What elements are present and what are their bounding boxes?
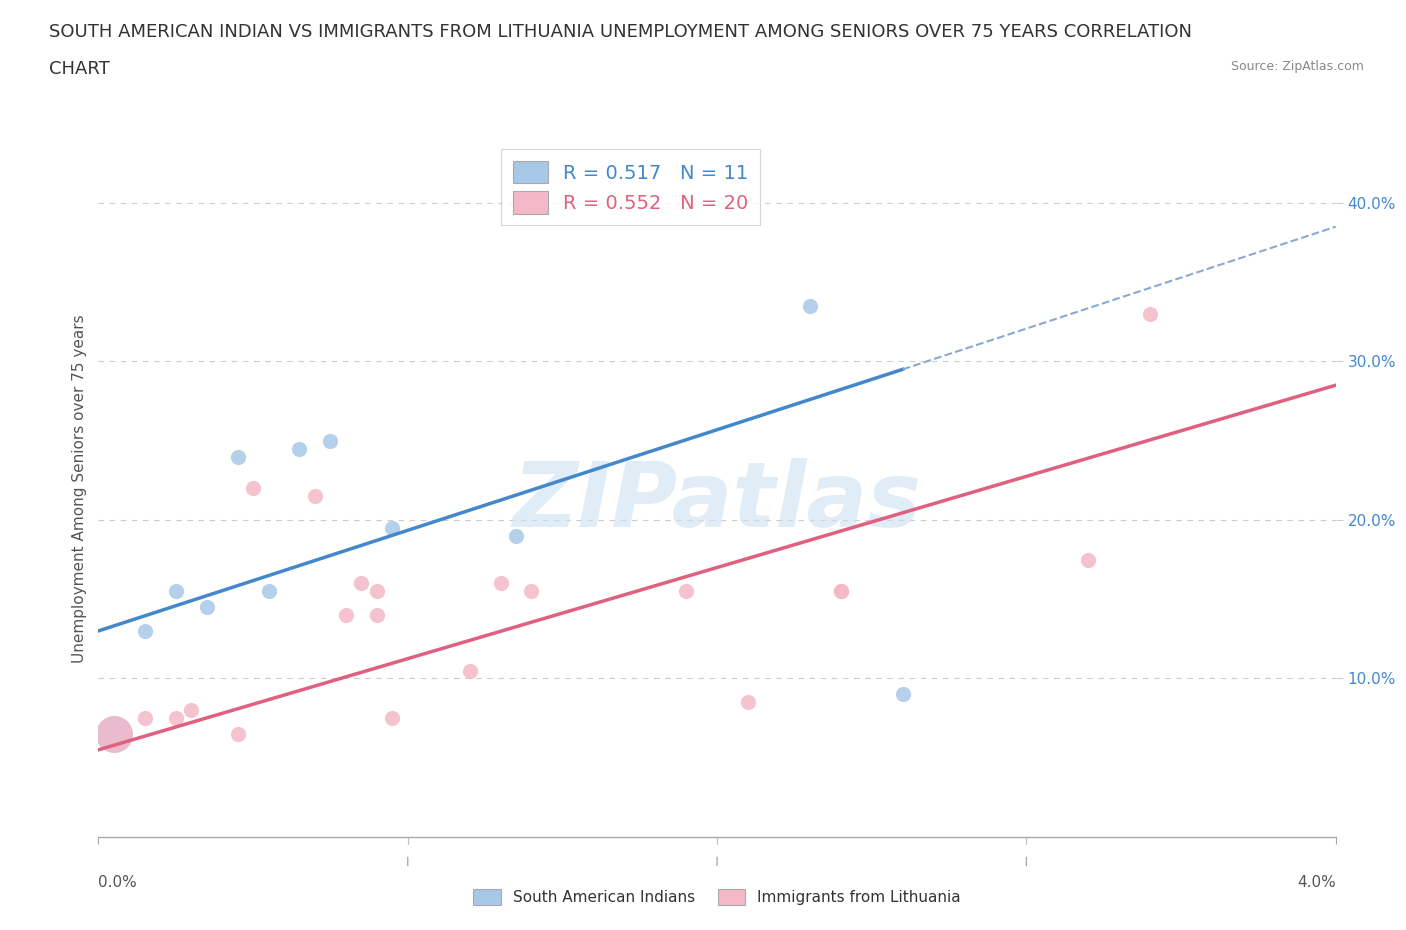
Point	[1077, 552, 1099, 567]
Point	[134, 711, 156, 725]
Point	[1139, 306, 1161, 321]
Point	[319, 433, 342, 448]
Point	[103, 726, 125, 741]
Point	[799, 299, 821, 313]
Text: SOUTH AMERICAN INDIAN VS IMMIGRANTS FROM LITHUANIA UNEMPLOYMENT AMONG SENIORS OV: SOUTH AMERICAN INDIAN VS IMMIGRANTS FROM…	[49, 23, 1192, 41]
Point	[165, 711, 187, 725]
Point	[226, 449, 249, 464]
Point	[891, 687, 914, 702]
Point	[103, 726, 125, 741]
Point	[505, 528, 527, 543]
Point	[304, 489, 326, 504]
Point	[165, 584, 187, 599]
Point	[257, 584, 280, 599]
Point	[381, 711, 404, 725]
Point	[350, 576, 373, 591]
Point	[489, 576, 512, 591]
Point	[520, 584, 543, 599]
Text: ZIPatlas: ZIPatlas	[513, 458, 921, 546]
Text: CHART: CHART	[49, 60, 110, 78]
Point	[366, 584, 388, 599]
Point	[381, 521, 404, 536]
Point	[195, 600, 218, 615]
Text: 4.0%: 4.0%	[1296, 875, 1336, 890]
Point	[830, 584, 852, 599]
Point	[242, 481, 264, 496]
Point	[335, 607, 357, 622]
Point	[180, 703, 202, 718]
Point	[737, 695, 759, 710]
Point	[675, 584, 697, 599]
Point	[134, 623, 156, 638]
Text: Source: ZipAtlas.com: Source: ZipAtlas.com	[1230, 60, 1364, 73]
Point	[458, 663, 481, 678]
Y-axis label: Unemployment Among Seniors over 75 years: Unemployment Among Seniors over 75 years	[72, 314, 87, 662]
Text: 0.0%: 0.0%	[98, 875, 138, 890]
Point	[226, 726, 249, 741]
Point	[366, 607, 388, 622]
Point	[830, 584, 852, 599]
Legend: South American Indians, Immigrants from Lithuania: South American Indians, Immigrants from …	[465, 882, 969, 913]
Point	[288, 441, 311, 456]
